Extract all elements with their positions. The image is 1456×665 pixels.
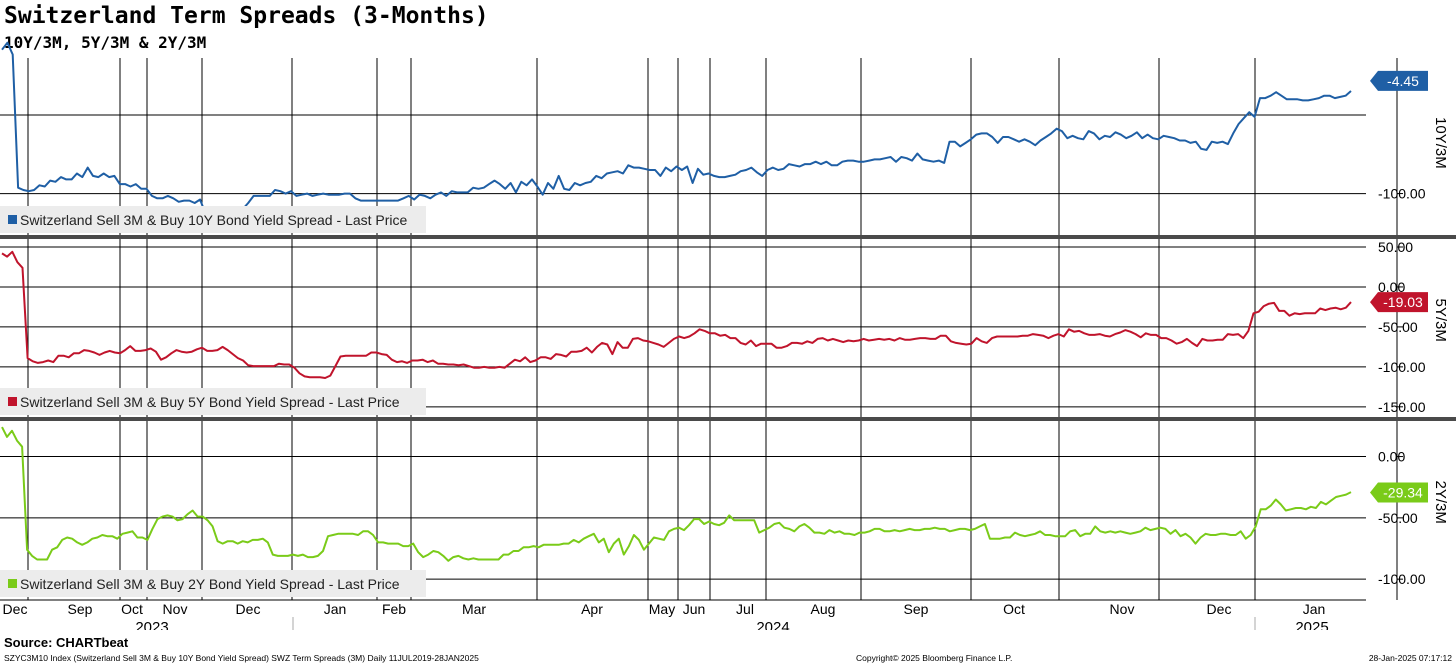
last-value-tag: -29.34 [1370, 482, 1428, 503]
series-line-2y-3m [1, 426, 1352, 562]
y-tick-label: -100.00 [1378, 359, 1426, 375]
last-value-label: -29.34 [1383, 485, 1423, 501]
last-value-label: -4.45 [1387, 73, 1419, 89]
x-month-label: Sep [904, 601, 929, 617]
x-year-label: 2024 [756, 619, 789, 630]
last-value-box [1370, 482, 1428, 503]
legend-swatch [8, 397, 17, 406]
x-month-label: Jan [1303, 601, 1326, 617]
last-value-box [1370, 70, 1428, 91]
series-line-5y-3m [1, 250, 1352, 379]
y-tick-label: 0.00 [1378, 449, 1405, 465]
x-month-label: Sep [68, 601, 93, 617]
panel-divider [0, 235, 1456, 239]
x-month-label: Dec [3, 601, 28, 617]
panel-divider [0, 417, 1456, 421]
legend-box [0, 388, 426, 415]
source-note: Source: CHARTbeat [4, 635, 129, 650]
x-month-label: Dec [1207, 601, 1232, 617]
x-month-label: Nov [163, 601, 188, 617]
legend-label: Switzerland Sell 3M & Buy 2Y Bond Yield … [20, 576, 400, 592]
grid-layer [0, 58, 1366, 600]
x-month-label: Mar [462, 601, 486, 617]
x-year-label: 2023 [135, 619, 168, 630]
y-tick-label: -100.00 [1378, 186, 1426, 202]
footer-timestamp: 28-Jan-2025 07:17:12 [1368, 653, 1452, 663]
panel-axis-label: 5Y/3M [1432, 299, 1449, 342]
last-value-tag: -19.03 [1370, 292, 1428, 313]
axis-layer: -100.00 -4.45 10Y/3M 50.00 0.00 -50.00 -100.00… [0, 58, 1456, 630]
legend-box [0, 570, 426, 597]
x-year-label: 2025 [1295, 619, 1328, 630]
footer-copyright: Copyright© 2025 Bloomberg Finance L.P. [856, 653, 1013, 663]
series-line-10y-3m [1, 41, 1352, 217]
x-month-label: May [649, 601, 675, 617]
legend-label: Switzerland Sell 3M & Buy 10Y Bond Yield… [20, 212, 407, 228]
legend-layer: Switzerland Sell 3M & Buy 10Y Bond Yield… [0, 206, 426, 597]
last-value-label: -19.03 [1383, 294, 1423, 310]
y-tick-label: -50.00 [1378, 319, 1418, 335]
x-month-label: Feb [382, 601, 406, 617]
x-month-label: Oct [1003, 601, 1025, 617]
x-month-label: Apr [581, 601, 603, 617]
legend-box [0, 206, 426, 233]
series-layer [1, 41, 1352, 562]
y-tick-label: -150.00 [1378, 399, 1426, 415]
x-month-label: Oct [121, 601, 143, 617]
chart-canvas: Switzerland Sell 3M & Buy 10Y Bond Yield… [0, 41, 1456, 630]
chart-subtitle: 10Y/3M, 5Y/3M & 2Y/3M [4, 33, 207, 52]
panel-axis-label: 10Y/3M [1432, 117, 1449, 169]
last-value-tag: -4.45 [1370, 70, 1428, 91]
x-month-label: Jun [683, 601, 706, 617]
panel-axis-label: 2Y/3M [1432, 481, 1449, 524]
y-tick-label: -100.00 [1378, 571, 1426, 587]
chart-title: Switzerland Term Spreads (3-Months) [4, 3, 489, 29]
x-month-label: Aug [811, 601, 836, 617]
x-month-label: Nov [1110, 601, 1135, 617]
y-tick-label: 50.00 [1378, 239, 1413, 255]
y-tick-label: -50.00 [1378, 510, 1418, 526]
legend-label: Switzerland Sell 3M & Buy 5Y Bond Yield … [20, 394, 400, 410]
legend-swatch [8, 579, 17, 588]
footer-series-info: SZYC3M10 Index (Switzerland Sell 3M & Bu… [4, 653, 479, 663]
last-value-box [1370, 292, 1428, 313]
x-month-label: Jul [736, 601, 754, 617]
legend-swatch [8, 215, 17, 224]
x-month-label: Jan [324, 601, 347, 617]
x-month-label: Dec [236, 601, 261, 617]
y-tick-label: 0.00 [1378, 279, 1405, 295]
